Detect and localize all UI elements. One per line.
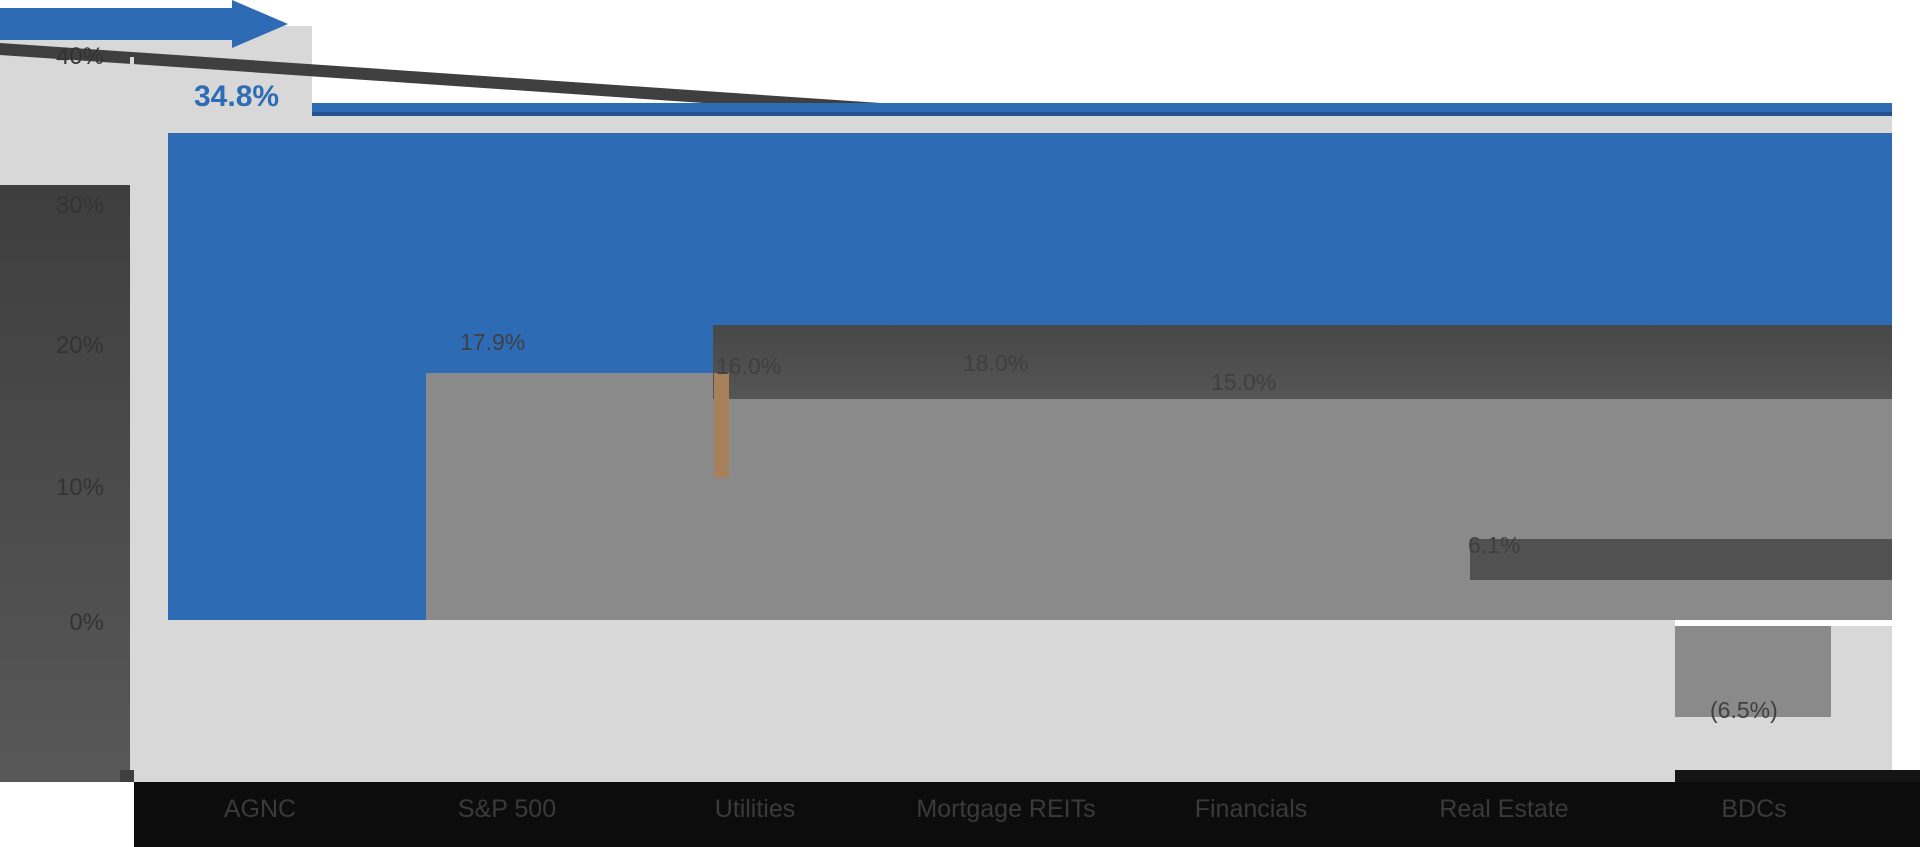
axis-tick-mark xyxy=(120,770,134,782)
bar-agnc xyxy=(168,133,426,625)
right-arrow-icon-head xyxy=(232,0,288,48)
gray-bar-region-left xyxy=(426,373,713,620)
blue-overlay-band-right xyxy=(713,133,1892,325)
category-label-bdcs: BDCs xyxy=(1721,795,1787,823)
top-navy-stripe xyxy=(312,112,1892,116)
top-blue-stripe xyxy=(312,103,1892,112)
zero-baseline xyxy=(134,620,1675,626)
blue-overlay-band-mid xyxy=(426,133,713,373)
data-label-realestate: 6.1% xyxy=(1468,532,1521,558)
dark-gray-band-upper xyxy=(713,325,1892,399)
data-label-mreits: 18.0% xyxy=(963,350,1029,376)
data-label-agnc: 34.8% xyxy=(194,80,280,113)
right-arrow-icon xyxy=(0,8,232,40)
y-tick-label: 20% xyxy=(55,332,104,359)
y-tick-label: 40% xyxy=(55,43,104,70)
tan-bar-strip xyxy=(714,373,729,478)
left-light-block xyxy=(0,133,134,185)
category-label-mreits: Mortgage REITs xyxy=(916,795,1096,823)
y-tick-label: 30% xyxy=(55,192,104,219)
y-tick-label: 10% xyxy=(55,474,104,501)
category-label-financials: Financials xyxy=(1194,795,1308,823)
bottom-light-strip xyxy=(134,770,1675,782)
category-label-agnc: AGNC xyxy=(223,795,297,823)
category-label-utilities: Utilities xyxy=(714,795,796,823)
data-label-utilities: 16.0% xyxy=(716,353,782,379)
category-label-realestate: Real Estate xyxy=(1439,795,1569,823)
y-axis-line xyxy=(130,57,134,782)
bar-bdcs-negative xyxy=(1675,626,1831,717)
y-tick-label: 0% xyxy=(69,609,104,636)
left-dark-margin xyxy=(0,185,134,782)
gray-bar-region-right xyxy=(713,399,1892,620)
data-label-sp500: 17.9% xyxy=(460,329,526,355)
dark-gray-band-lower xyxy=(1470,539,1892,580)
category-label-sp500: S&P 500 xyxy=(457,795,557,823)
data-label-bdcs: (6.5%) xyxy=(1710,697,1778,723)
data-label-financials: 15.0% xyxy=(1211,369,1277,395)
top-light-strip xyxy=(312,116,1892,133)
below-axis-area xyxy=(134,626,1892,771)
category-axis-band xyxy=(134,782,1920,847)
